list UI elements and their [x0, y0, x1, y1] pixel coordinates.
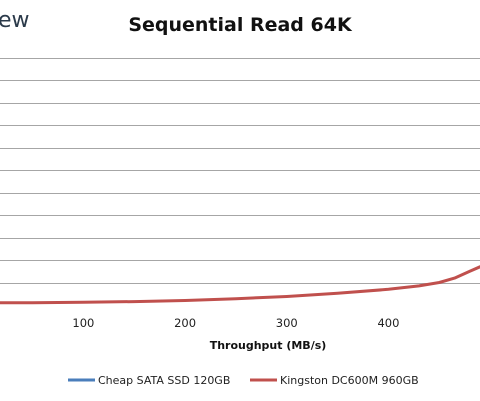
- legend-label: Kingston DC600M 960GB: [280, 374, 419, 387]
- gridlines: [0, 58, 480, 284]
- series-layer: [0, 265, 480, 305]
- chart-title: Sequential Read 64K: [128, 14, 353, 36]
- series-line: [0, 265, 480, 305]
- x-tick-label: 100: [72, 316, 94, 330]
- x-axis-label: Throughput (MB/s): [210, 339, 327, 352]
- x-tick-label: 400: [377, 316, 399, 330]
- x-tick-label: 200: [174, 316, 196, 330]
- x-tick-label: 300: [276, 316, 298, 330]
- legend-label: Cheap SATA SSD 120GB: [98, 374, 230, 387]
- logo-text: ew: [0, 8, 30, 33]
- x-axis-ticks: 100 200 300 400: [72, 316, 399, 330]
- legend: Cheap SATA SSD 120GB Kingston DC600M 960G…: [68, 374, 419, 387]
